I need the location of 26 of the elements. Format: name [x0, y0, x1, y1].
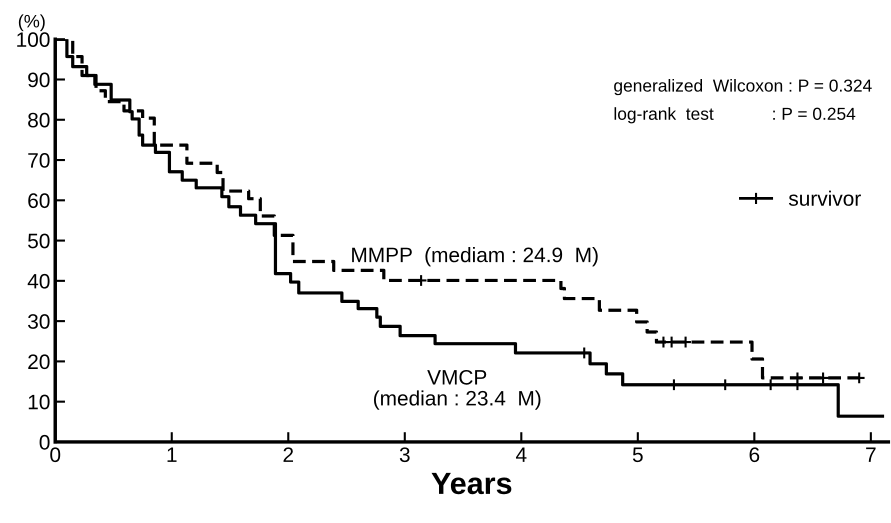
y-tick-label: 20	[28, 354, 50, 370]
series-label: MMPP (mediam : 24.9 M)	[352, 246, 598, 266]
y-tick-label: 30	[28, 314, 50, 329]
annotation: generalized Wilcoxon : P = 0.324	[614, 78, 872, 96]
x-tick-label: 4	[516, 448, 526, 462]
x-tick-label: 3	[400, 447, 410, 462]
y-tick-label: 80	[28, 112, 50, 128]
x-tick-label: 7	[866, 448, 876, 462]
y-tick-label: 0	[40, 434, 50, 450]
x-tick-label: 1	[168, 448, 177, 462]
annotation: log-rank test : P = 0.254	[614, 107, 856, 124]
legend-label: survivor	[788, 190, 861, 206]
y-tick-label: 50	[28, 234, 50, 248]
y-tick-label: 90	[28, 72, 50, 88]
y-tick-label: 10	[28, 394, 50, 410]
x-tick-label: 2	[284, 447, 294, 462]
x-axis-title: Years	[432, 472, 512, 494]
x-tick-label: 6	[750, 447, 760, 462]
y-tick-label: 70	[28, 153, 50, 168]
series-label: VMCP (median : 23.4 M)	[374, 370, 540, 410]
x-tick-label: 0	[50, 447, 60, 462]
y-tick-label: 100	[17, 32, 50, 47]
y-tick-label: 40	[28, 274, 50, 289]
y-axis-title: (%)	[18, 14, 45, 32]
y-tick-label: 60	[28, 193, 50, 208]
x-tick-label: 5	[632, 448, 643, 462]
